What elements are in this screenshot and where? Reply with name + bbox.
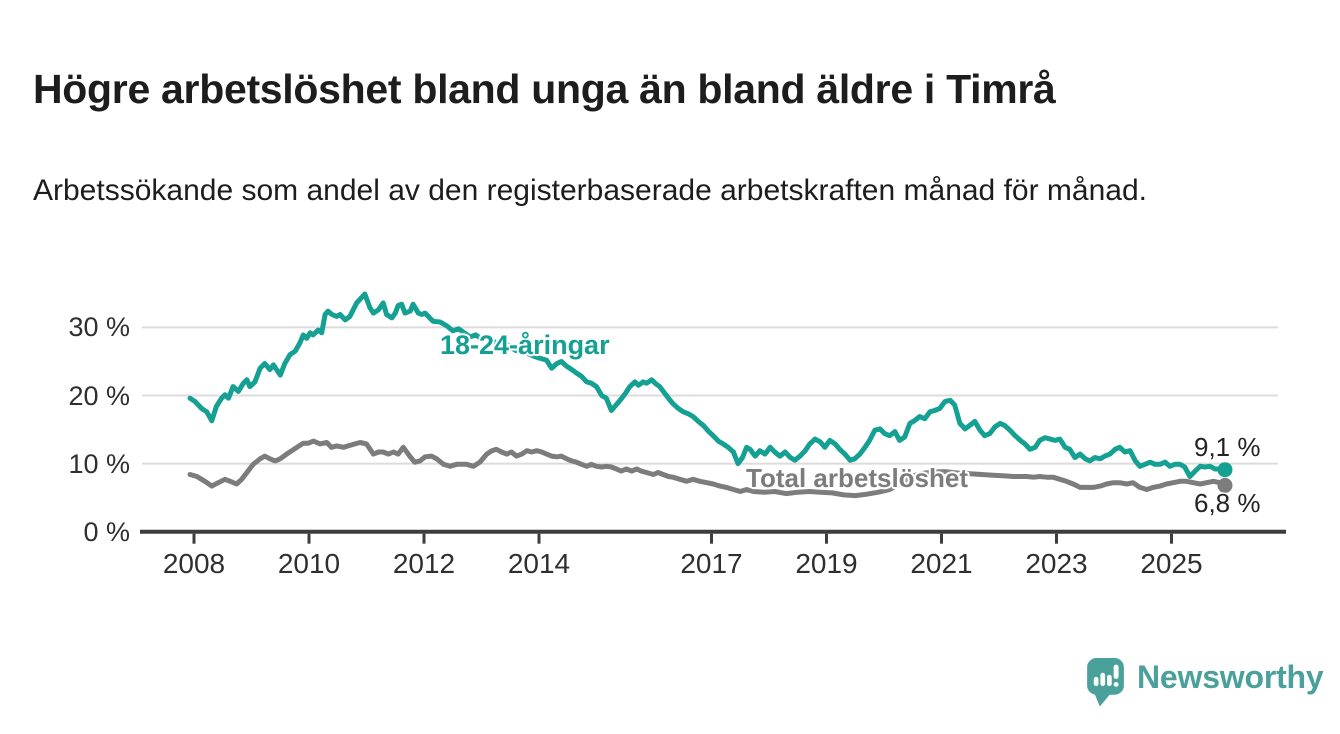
page-title: Högre arbetslöshet bland unga än bland ä… <box>33 66 1056 113</box>
end-value-label-young: 9,1 % <box>1194 432 1261 462</box>
series-label-total: Total arbetslöshet <box>746 463 969 493</box>
newsworthy-logo-text: Newsworthy <box>1137 659 1324 695</box>
line-young <box>187 291 1228 479</box>
x-tick-label-2021: 2021 <box>910 548 973 579</box>
series-label-young: 18-24-åringar <box>440 330 610 360</box>
x-tick-label-2023: 2023 <box>1025 548 1088 579</box>
x-tick-label-2010: 2010 <box>277 548 341 579</box>
end-dot-total <box>1217 477 1233 493</box>
x-tick-label-2014: 2014 <box>507 548 571 579</box>
x-tick-label-2025: 2025 <box>1140 548 1203 579</box>
x-tick-label-2012: 2012 <box>392 548 456 579</box>
y-tick-label-20: 20 % <box>68 380 130 411</box>
y-tick-label-0: 0 % <box>83 516 130 547</box>
end-value-label-total: 6,8 % <box>1194 488 1261 518</box>
x-tick-label-2008: 2008 <box>162 548 226 579</box>
y-tick-label-10: 10 % <box>68 448 130 479</box>
x-tick-label-2019: 2019 <box>795 548 858 579</box>
x-tick-label-2017: 2017 <box>680 548 743 579</box>
newsworthy-speech-bubble-bar-chart-icon <box>1087 658 1124 707</box>
page-subtitle: Arbetssökande som andel av den registerb… <box>33 174 1147 207</box>
end-dot-young <box>1217 462 1233 478</box>
newsworthy-logo: Newsworthy <box>1087 657 1327 707</box>
y-tick-label-30: 30 % <box>68 312 130 343</box>
line-total <box>187 438 1228 499</box>
